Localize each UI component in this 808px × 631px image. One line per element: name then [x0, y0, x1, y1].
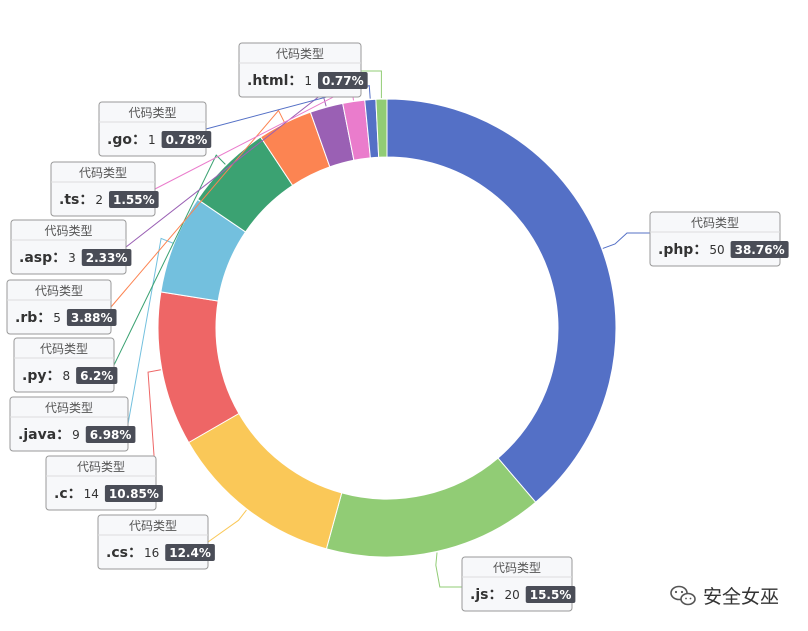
label-title: 代码类型 — [276, 47, 324, 61]
percent-label: 0.77% — [322, 74, 364, 88]
value-label: 1 — [304, 74, 312, 88]
value-label: 50 — [709, 243, 724, 257]
slice-js[interactable] — [325, 457, 537, 558]
percent-label: 1.55% — [113, 193, 155, 207]
leader-line — [435, 552, 462, 588]
slice-php[interactable] — [386, 98, 617, 503]
watermark-text: 安全女巫 — [703, 586, 779, 608]
category-label: .py： — [22, 368, 60, 384]
label-box-html: 代码类型 .html： 1 0.77% — [238, 42, 368, 98]
slice-html[interactable] — [375, 98, 388, 158]
label-box-java: 代码类型 .java： 9 6.98% — [9, 396, 136, 452]
category-label: .asp： — [19, 250, 66, 266]
percent-badge — [104, 485, 163, 502]
watermark: 安全女巫 — [670, 585, 779, 608]
leader-line — [113, 154, 226, 366]
label-box-c: 代码类型 .c： 14 10.85% — [45, 455, 163, 511]
slice-c[interactable] — [157, 291, 240, 444]
percent-label: 10.85% — [109, 487, 159, 501]
leader-line — [147, 369, 161, 484]
percent-label: 38.76% — [735, 243, 785, 257]
leader-line — [207, 509, 247, 543]
category-label: .go： — [107, 132, 146, 148]
label-title: 代码类型 — [35, 284, 83, 298]
category-label: .php： — [658, 242, 707, 258]
percent-badge — [730, 241, 789, 258]
label-title: 代码类型 — [79, 166, 127, 180]
slice-labels: 代码类型 .php： 50 38.76% 代码类型 .js： 20 15.5% 代码类型 .cs：… — [6, 42, 789, 612]
label-box-cs: 代码类型 .cs： 16 12.4% — [97, 514, 215, 570]
leader-line — [361, 70, 382, 99]
label-title: 代码类型 — [45, 401, 93, 415]
label-box-php: 代码类型 .php： 50 38.76% — [649, 211, 789, 267]
leader-line — [205, 85, 371, 130]
category-label: .js： — [470, 587, 502, 603]
category-label: .cs： — [106, 545, 142, 561]
value-label: 2 — [95, 193, 103, 207]
percent-badge — [85, 426, 136, 443]
value-label: 9 — [72, 428, 80, 442]
leader-line — [602, 232, 650, 249]
value-label: 16 — [144, 546, 159, 560]
category-label: .ts： — [59, 192, 93, 208]
category-label: .rb： — [15, 310, 51, 326]
label-title: 代码类型 — [40, 342, 88, 356]
label-title: 代码类型 — [691, 216, 739, 230]
value-label: 20 — [504, 588, 519, 602]
percent-badge — [66, 309, 117, 326]
label-title: 代码类型 — [493, 561, 541, 575]
donut-slices — [157, 98, 617, 558]
percent-badge — [76, 367, 118, 384]
category-label: .c： — [54, 486, 82, 502]
percent-label: 0.78% — [166, 133, 208, 147]
label-box-rb: 代码类型 .rb： 5 3.88% — [6, 279, 117, 335]
label-box-py: 代码类型 .py： 8 6.2% — [13, 337, 118, 393]
value-label: 5 — [53, 311, 61, 325]
value-label: 3 — [68, 251, 76, 265]
label-title: 代码类型 — [129, 519, 177, 533]
label-title: 代码类型 — [128, 106, 176, 120]
wechat-icon — [670, 585, 696, 606]
label-box-ts: 代码类型 .ts： 2 1.55% — [50, 161, 159, 217]
label-title: 代码类型 — [44, 224, 92, 238]
value-label: 14 — [84, 487, 99, 501]
value-label: 8 — [62, 369, 70, 383]
category-label: .java： — [18, 427, 70, 443]
percent-badge — [165, 544, 215, 561]
percent-badge — [525, 586, 576, 603]
category-label: .html： — [247, 73, 302, 89]
label-box-js: 代码类型 .js： 20 15.5% — [461, 556, 576, 612]
value-label: 1 — [148, 133, 156, 147]
percent-label: 6.98% — [90, 428, 132, 442]
percent-badge — [318, 72, 368, 89]
percent-badge — [161, 131, 212, 148]
percent-badge — [108, 191, 159, 208]
slice-cs[interactable] — [187, 412, 343, 550]
percent-badge — [81, 249, 132, 266]
label-box-asp: 代码类型 .asp： 3 2.33% — [10, 219, 132, 275]
leader-line — [127, 237, 174, 425]
percent-label: 3.88% — [71, 311, 113, 325]
label-box-go: 代码类型 .go： 1 0.78% — [98, 101, 212, 157]
percent-label: 15.5% — [530, 588, 572, 602]
percent-label: 2.33% — [86, 251, 128, 265]
percent-label: 12.4% — [169, 546, 211, 560]
percent-label: 6.2% — [80, 369, 113, 383]
label-title: 代码类型 — [77, 460, 125, 474]
leader-line — [110, 109, 285, 308]
